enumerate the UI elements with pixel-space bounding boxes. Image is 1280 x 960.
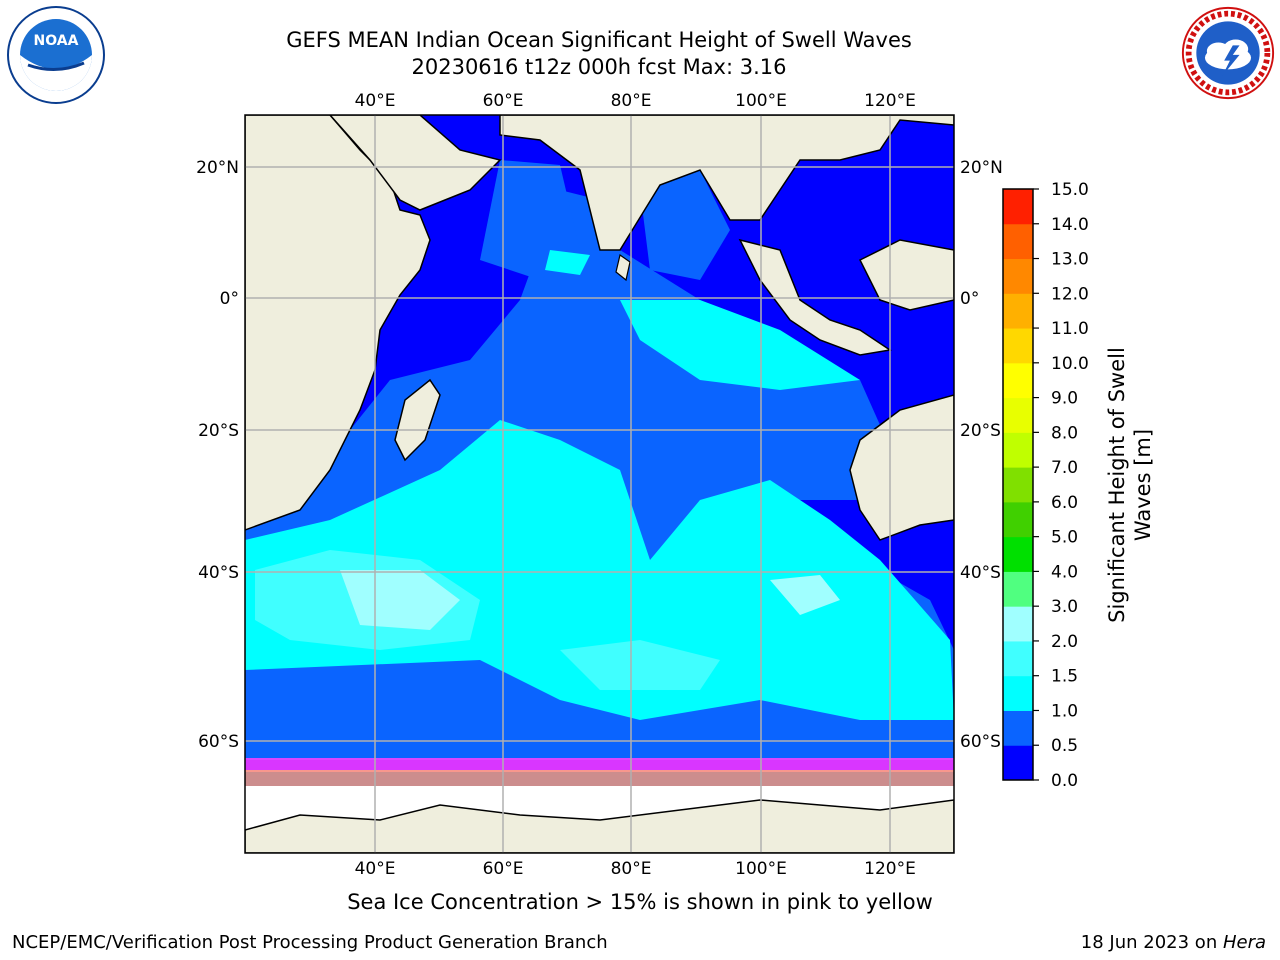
- colorbar-segment: [1003, 189, 1033, 225]
- lon-tick-bottom-5: 120°E: [864, 859, 916, 879]
- swell-band-strong-south: [560, 640, 720, 690]
- colorbar-tick-label: 11.0: [1051, 319, 1089, 339]
- land-borneo: [858, 239, 954, 311]
- colorbar-tick-label: 3.0: [1051, 597, 1078, 617]
- colorbar-tick-label: 9.0: [1051, 389, 1078, 409]
- lon-tick-top-1: 40°E: [355, 91, 396, 111]
- colorbar-tick-label: 0.0: [1051, 771, 1078, 791]
- land-sri-lanka: [615, 254, 631, 282]
- nws-logo: [1181, 6, 1275, 100]
- chart-title: GEFS MEAN Indian Ocean Significant Heigh…: [286, 28, 912, 52]
- colorbar-label-line2: Waves [m]: [1131, 429, 1155, 541]
- lat-tick-left-3: 20°S: [198, 421, 239, 441]
- colorbar-segment: [1003, 293, 1033, 329]
- lon-tick-bottom-3: 80°E: [611, 859, 652, 879]
- sea-ice-edge-orange: [245, 770, 954, 788]
- footer-host: Hera: [1222, 932, 1266, 953]
- colorbar-tick-label: 8.0: [1051, 423, 1078, 443]
- swell-band-peak: [340, 570, 460, 630]
- swell-band-bay-of-bengal: [640, 170, 730, 280]
- lat-tick-left-1: 20°N: [196, 158, 239, 178]
- lon-tick-bottom-1: 40°E: [355, 859, 396, 879]
- colorbar-tick-label: 1.5: [1051, 667, 1078, 687]
- lon-tick-bottom-2: 60°E: [483, 859, 524, 879]
- lon-tick-top-4: 100°E: [735, 91, 787, 111]
- lon-tick-top-2: 60°E: [483, 91, 524, 111]
- lat-tick-left-5: 60°S: [198, 732, 239, 752]
- colorbar: 0.0 0.5 1.0 1.5 2.0 3.0 4.0 5.0 6.0 7.0 8.0 9.0 10.0…: [1002, 180, 1089, 791]
- map-frame: [244, 114, 955, 854]
- chart-subtitle: 20230616 t12z 000h fcst Max: 3.16: [411, 55, 787, 79]
- colorbar-tick-label: 10.0: [1051, 354, 1089, 374]
- lat-tick-left-4: 40°S: [198, 563, 239, 583]
- colorbar-segment: [1003, 675, 1033, 711]
- colorbar-segment: [1003, 467, 1033, 503]
- footer-date: 18 Jun 2023 on Hera: [1081, 932, 1266, 953]
- lat-tick-right-1: 20°N: [960, 158, 1003, 178]
- swell-band-peak-east: [770, 575, 840, 615]
- swell-band-arabian-patch: [545, 250, 590, 275]
- colorbar-segment: [1003, 432, 1033, 468]
- footer-date-text: 18 Jun 2023 on: [1080, 932, 1223, 953]
- colorbar-segment: [1003, 362, 1033, 399]
- sea-ice-note: Sea Ice Concentration > 15% is shown in …: [347, 890, 933, 914]
- colorbar-tick-label: 14.0: [1051, 215, 1089, 235]
- footer-credit: NCEP/EMC/Verification Post Processing Pr…: [12, 932, 608, 953]
- lat-tick-right-3: 20°S: [960, 421, 1001, 441]
- swell-band-arabian-sea: [480, 160, 580, 280]
- land-antarctica: [245, 799, 954, 853]
- colorbar-tick-label: 1.0: [1051, 701, 1078, 721]
- lat-tick-right-2: 0°: [960, 289, 979, 309]
- lon-tick-top-3: 80°E: [611, 91, 652, 111]
- colorbar-tick-label: 2.0: [1051, 632, 1078, 652]
- colorbar-tick-label: 0.5: [1051, 736, 1078, 756]
- map-plot-area: [245, 115, 954, 853]
- colorbar-segment: [1003, 606, 1033, 642]
- colorbar-segment: [1003, 536, 1033, 572]
- swell-band-equatorial: [620, 300, 860, 390]
- colorbar-segment: [1003, 258, 1033, 294]
- lat-tick-right-5: 60°S: [960, 732, 1001, 752]
- colorbar-label-line1: Significant Height of Swell: [1105, 347, 1129, 623]
- colorbar-segment: [1003, 328, 1033, 364]
- colorbar-frame: [1002, 188, 1034, 781]
- noaa-logo-text: NOAA: [34, 33, 79, 49]
- lat-tick-right-4: 40°S: [960, 563, 1001, 583]
- colorbar-segment: [1003, 501, 1033, 538]
- map-gridlines: [245, 115, 954, 853]
- lat-tick-left-2: 0°: [220, 289, 239, 309]
- land-asia: [499, 115, 954, 251]
- colorbar-tick-label: 15.0: [1051, 180, 1089, 200]
- colorbar-tick-label: 7.0: [1051, 458, 1078, 478]
- land-arabia: [328, 115, 502, 211]
- land-madagascar: [394, 378, 441, 462]
- colorbar-tick-label: 12.0: [1051, 284, 1089, 304]
- land-australia: [849, 394, 954, 541]
- colorbar-segment: [1003, 745, 1033, 781]
- colorbar-segment: [1003, 571, 1033, 607]
- colorbar-tick-label: 13.0: [1051, 250, 1089, 270]
- colorbar-tick-label: 6.0: [1051, 493, 1078, 513]
- colorbar-segment: [1003, 710, 1033, 746]
- colorbar-segment: [1003, 397, 1033, 433]
- colorbar-segment: [1003, 223, 1033, 260]
- lon-tick-top-5: 120°E: [864, 91, 916, 111]
- colorbar-segment: [1003, 640, 1033, 677]
- noaa-logo: NOAA: [7, 6, 105, 104]
- colorbar-tick-label: 5.0: [1051, 528, 1078, 548]
- sea-ice-edge-pink: [245, 758, 954, 772]
- colorbar-tick-label: 4.0: [1051, 562, 1078, 582]
- lon-tick-bottom-4: 100°E: [735, 859, 787, 879]
